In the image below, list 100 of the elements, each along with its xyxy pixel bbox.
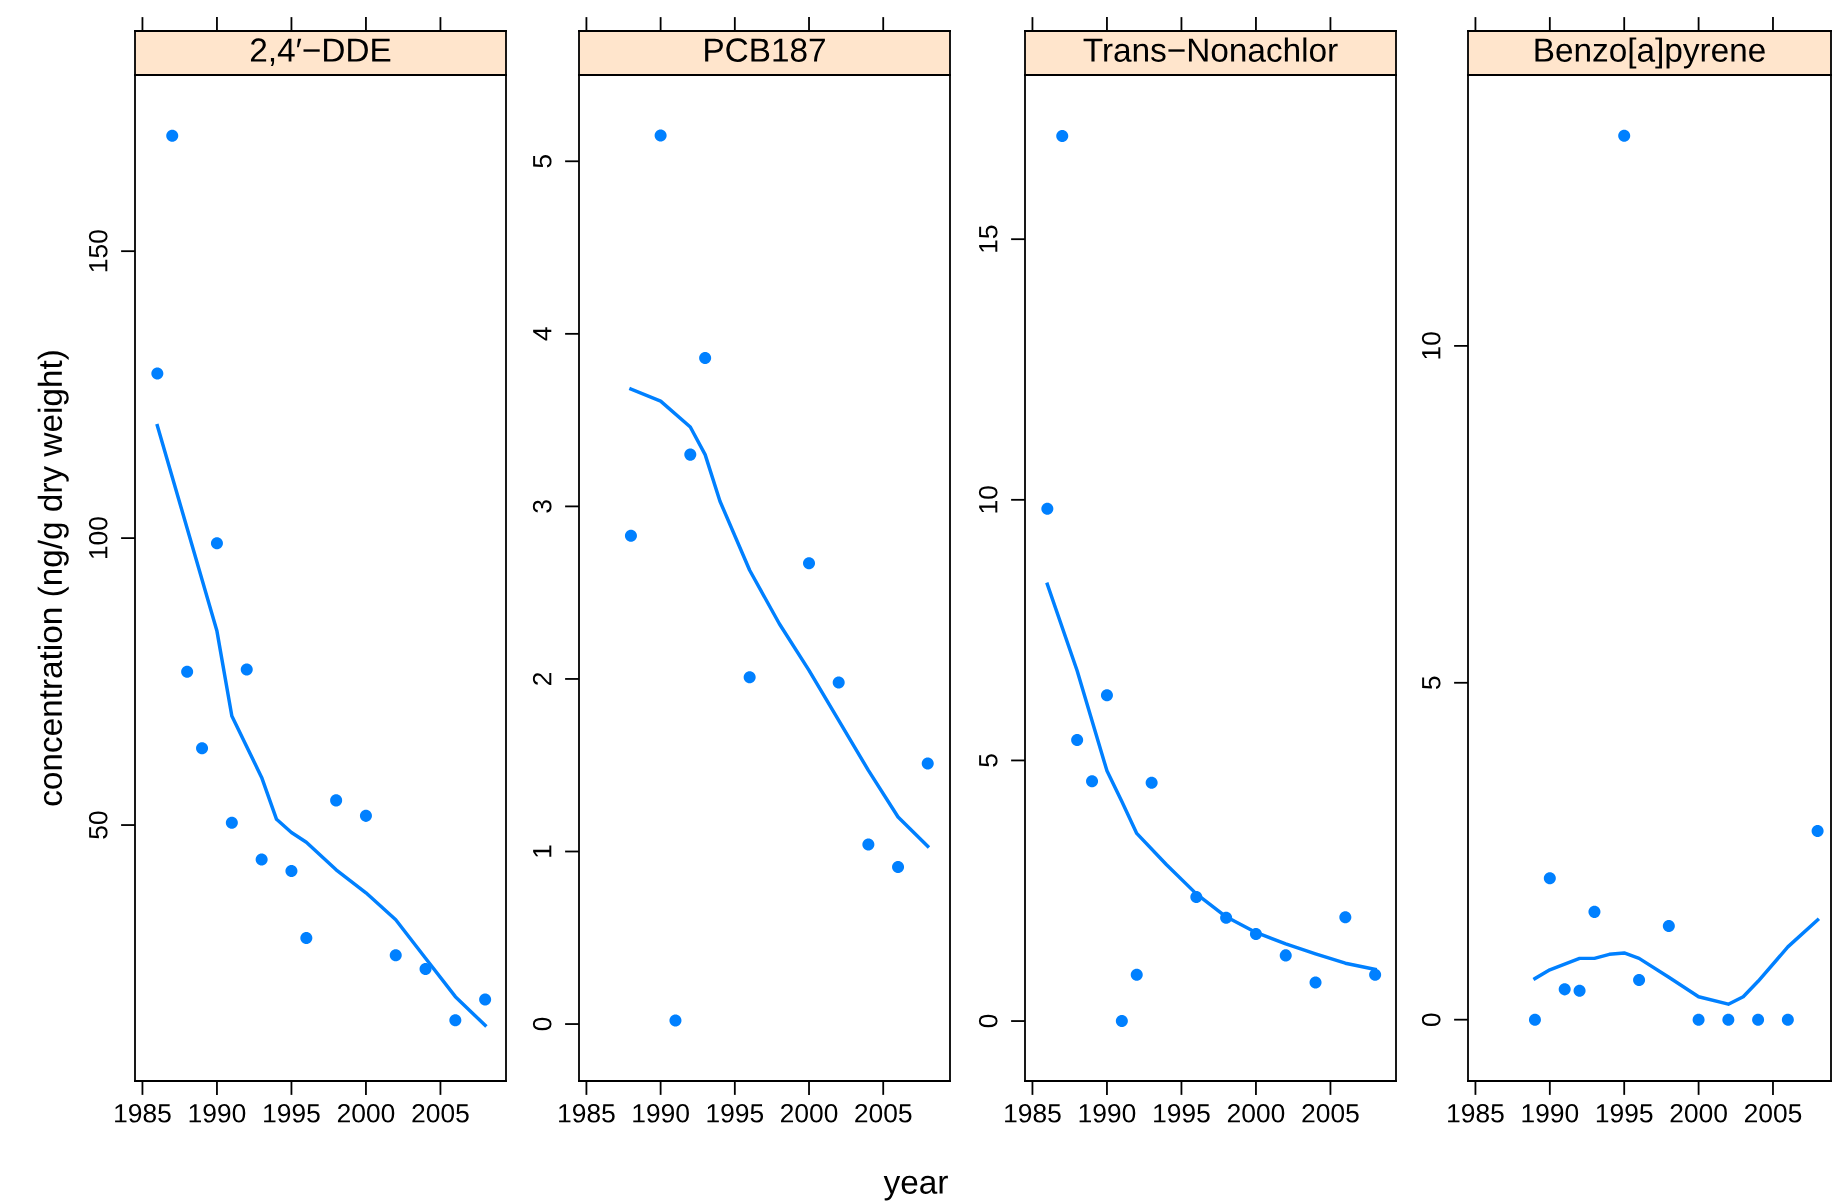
point <box>1811 825 1824 838</box>
point <box>419 963 432 976</box>
point <box>1249 928 1262 941</box>
x-tick-label: 1995 <box>1154 1103 1210 1123</box>
x-tick-label: 1990 <box>1522 1103 1579 1123</box>
chart-title: PCB187 <box>705 38 825 62</box>
x-tick-label: 1995 <box>264 1103 320 1123</box>
chart-title: Benzo[a]pyrene <box>1535 37 1765 69</box>
point <box>1528 1013 1541 1026</box>
point <box>832 676 845 689</box>
point <box>1190 890 1203 904</box>
y-tick-label: 0 <box>532 1017 552 1031</box>
point <box>1662 920 1675 933</box>
line-series <box>1533 918 1820 1006</box>
y-axis-title: concentration (ng/g dry weight) <box>37 351 69 806</box>
point <box>743 671 756 684</box>
point <box>1071 734 1084 747</box>
y-tick-label: 1 <box>533 845 552 857</box>
point <box>1220 911 1233 924</box>
point <box>1558 983 1571 996</box>
y-tick-label: 5 <box>979 754 998 767</box>
point <box>1633 973 1646 986</box>
y-tick-label: 10 <box>1421 332 1441 359</box>
point <box>449 1014 462 1027</box>
x-tick-label: 1995 <box>1596 1103 1653 1123</box>
point <box>1115 1015 1128 1028</box>
y-tick-label: 3 <box>532 500 552 513</box>
x-tick-label: 2005 <box>1302 1103 1359 1123</box>
y-tick-label: 4 <box>533 327 552 341</box>
x-tick-label: 1985 <box>559 1103 615 1123</box>
point <box>1692 1013 1705 1026</box>
y-tick-label: 5 <box>533 155 552 168</box>
x-tick-label: 1985 <box>1005 1103 1061 1123</box>
x-tick-label: 2000 <box>337 1103 395 1123</box>
point <box>669 1014 682 1027</box>
point <box>1041 502 1054 515</box>
point <box>1722 1013 1735 1026</box>
x-tick-label: 1995 <box>707 1103 764 1123</box>
point <box>166 129 179 142</box>
point <box>1100 689 1113 702</box>
y-tick-label: 5 <box>1422 676 1441 690</box>
x-tick-label: 2000 <box>1227 1103 1285 1123</box>
point <box>479 993 492 1006</box>
point <box>240 663 253 676</box>
point <box>1279 949 1292 962</box>
point <box>1086 775 1099 788</box>
point <box>210 537 223 550</box>
point <box>1573 984 1586 997</box>
point <box>1369 968 1382 981</box>
point <box>803 557 816 570</box>
point <box>330 794 343 807</box>
x-tick-label: 1985 <box>1448 1103 1504 1123</box>
x-tick-label: 1990 <box>189 1103 246 1123</box>
point <box>862 838 875 851</box>
y-tick-label: 50 <box>88 811 108 839</box>
point <box>1752 1013 1765 1026</box>
point <box>1588 905 1601 918</box>
point <box>1543 872 1556 885</box>
x-tick-label: 2005 <box>855 1103 912 1123</box>
point <box>624 529 637 542</box>
point <box>196 742 209 755</box>
point <box>1339 911 1352 924</box>
x-tick-label: 1985 <box>115 1103 171 1123</box>
point <box>1781 1013 1794 1026</box>
point <box>359 809 372 822</box>
point <box>300 932 313 945</box>
point <box>1145 776 1158 789</box>
point <box>225 816 238 829</box>
y-tick-label: 10 <box>978 486 998 513</box>
point <box>699 351 712 365</box>
point <box>1130 968 1143 981</box>
point <box>151 367 164 380</box>
x-tick-label: 2000 <box>1670 1103 1727 1123</box>
chart-title: Trans−Nonachlor <box>1083 37 1338 62</box>
line-series <box>155 423 487 1028</box>
point <box>181 665 194 678</box>
x-tick-label: 2000 <box>781 1103 838 1123</box>
y-tick-label: 15 <box>979 225 998 252</box>
x-axis-title: year <box>883 1175 948 1201</box>
y-tick-label: 100 <box>88 517 108 559</box>
y-tick-label: 0 <box>978 1014 998 1028</box>
y-tick-label: 150 <box>88 230 108 272</box>
point <box>654 129 667 142</box>
x-tick-label: 2005 <box>1744 1103 1802 1123</box>
point <box>1618 129 1631 142</box>
point <box>684 448 697 461</box>
point <box>1056 129 1069 142</box>
point <box>892 861 905 874</box>
point <box>1309 976 1322 989</box>
x-tick-label: 1990 <box>1079 1103 1136 1123</box>
y-tick-label: 0 <box>1421 1013 1441 1026</box>
point <box>389 949 402 962</box>
x-tick-label: 1990 <box>633 1103 689 1123</box>
point <box>285 864 298 877</box>
line-series <box>629 387 930 849</box>
point <box>921 757 934 770</box>
point <box>255 853 268 866</box>
y-tick-label: 2 <box>532 672 552 685</box>
chart-title: 2,4′−DDE <box>250 38 391 66</box>
x-tick-label: 2005 <box>412 1103 469 1123</box>
